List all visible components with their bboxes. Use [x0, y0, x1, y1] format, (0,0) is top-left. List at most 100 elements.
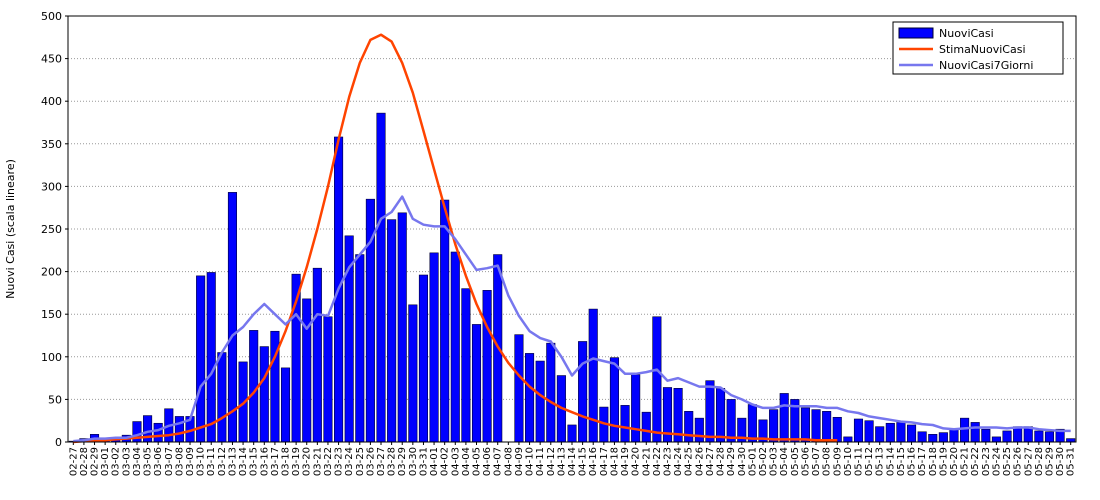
x-tick-label: 04-24 — [673, 447, 684, 476]
x-tick-label: 03-23 — [334, 447, 345, 476]
x-tick-label: 03-08 — [174, 447, 185, 476]
line — [73, 33, 838, 444]
legend-swatch — [898, 27, 934, 39]
bar — [917, 431, 927, 443]
bar — [302, 298, 312, 443]
x-tick-label: 03-19 — [291, 447, 302, 476]
x-tick-label: 04-20 — [631, 447, 642, 476]
bar — [397, 212, 407, 443]
bar — [970, 422, 980, 443]
x-tick-label: 05-19 — [938, 447, 949, 476]
x-tick-label: 05-22 — [970, 447, 981, 476]
y-tick-label: 450 — [41, 53, 62, 66]
bar — [217, 352, 227, 443]
bar — [578, 341, 588, 443]
x-tick-label: 05-09 — [832, 447, 843, 476]
bar — [387, 219, 397, 443]
x-tick-label: 04-22 — [652, 447, 663, 476]
x-tick-label: 03-24 — [344, 447, 355, 476]
x-tick-label: 04-26 — [694, 447, 705, 476]
bar — [631, 374, 641, 443]
line — [73, 195, 1071, 443]
bar — [450, 251, 460, 443]
x-tick-label: 03-17 — [270, 447, 281, 476]
x-tick-label: 03-18 — [281, 447, 292, 476]
y-tick-label: 350 — [41, 138, 62, 151]
bar — [206, 272, 216, 443]
bar — [259, 346, 269, 443]
x-tick-label: 03-31 — [418, 447, 429, 476]
x-tick-label: 03-16 — [259, 447, 270, 476]
x-tick-label: 04-05 — [472, 447, 483, 476]
y-axis-label: Nuovi Casi (scala lineare) — [4, 159, 17, 299]
bar — [853, 418, 864, 443]
x-tick-label: 05-01 — [747, 447, 758, 476]
x-tick-label: 04-25 — [684, 447, 695, 476]
bar — [981, 428, 991, 443]
x-tick-label: 03-06 — [153, 447, 164, 476]
x-tick-label: 05-29 — [1044, 447, 1055, 476]
x-tick-label: 04-15 — [578, 447, 589, 476]
x-tick-label: 03-05 — [143, 447, 154, 476]
x-tick-label: 03-09 — [185, 447, 196, 476]
x-tick-label: 05-14 — [885, 447, 896, 476]
bar — [779, 393, 789, 443]
bar — [546, 342, 556, 443]
bar — [822, 411, 832, 443]
bar — [1034, 430, 1044, 443]
y-tick-label: 300 — [41, 180, 62, 193]
x-tick-label: 05-03 — [769, 447, 780, 476]
x-tick-label: 05-28 — [1034, 447, 1045, 476]
x-tick-label: 04-19 — [620, 447, 631, 476]
bar — [376, 112, 386, 443]
x-tick-label: 04-07 — [493, 447, 504, 476]
bar — [906, 424, 917, 443]
bar — [1044, 431, 1055, 443]
x-tick-label: 05-06 — [800, 447, 811, 476]
y-tick-label: 500 — [41, 10, 62, 23]
bar — [716, 388, 726, 443]
x-tick-label: 03-07 — [164, 447, 175, 476]
bar — [471, 324, 482, 443]
x-tick-label: 03-26 — [365, 447, 376, 476]
bar — [312, 267, 322, 443]
y-tick-label: 400 — [41, 95, 62, 108]
bar — [800, 407, 810, 443]
bar — [875, 426, 885, 443]
x-tick-label: 03-14 — [238, 447, 249, 476]
x-tick-label: 04-21 — [641, 447, 652, 476]
x-tick-label: 03-02 — [111, 447, 122, 476]
legend-label: NuoviCasi — [939, 27, 994, 40]
x-tick-label: 03-27 — [376, 447, 387, 476]
bar — [641, 411, 651, 443]
x-tick-label: 04-02 — [440, 447, 451, 476]
x-tick-label: 04-27 — [705, 447, 716, 476]
bar — [440, 199, 450, 443]
x-tick-label: 04-03 — [450, 447, 461, 476]
bar — [1002, 430, 1012, 443]
bar — [949, 428, 959, 443]
bar — [726, 399, 736, 443]
x-tick-label: 05-31 — [1066, 447, 1077, 476]
x-tick-label: 05-15 — [896, 447, 907, 476]
x-tick-label: 02-29 — [90, 447, 101, 476]
x-tick-label: 04-13 — [556, 447, 567, 476]
plot-frame — [67, 15, 1077, 443]
x-tick-label: 05-04 — [779, 447, 790, 476]
bar — [1066, 438, 1076, 443]
x-tick-label: 04-12 — [546, 447, 557, 476]
bar — [684, 411, 694, 443]
bar — [864, 420, 874, 443]
x-tick-label: 03-13 — [227, 447, 238, 476]
bar — [429, 252, 439, 443]
legend-label: StimaNuoviCasi — [939, 43, 1026, 56]
x-tick-label: 04-11 — [535, 447, 546, 476]
x-tick-label: 03-04 — [132, 447, 143, 476]
x-tick-label: 03-29 — [397, 447, 408, 476]
bar — [609, 357, 619, 443]
bar — [355, 254, 365, 443]
x-tick-label: 02-28 — [79, 447, 90, 476]
x-tick-label: 05-23 — [981, 447, 992, 476]
